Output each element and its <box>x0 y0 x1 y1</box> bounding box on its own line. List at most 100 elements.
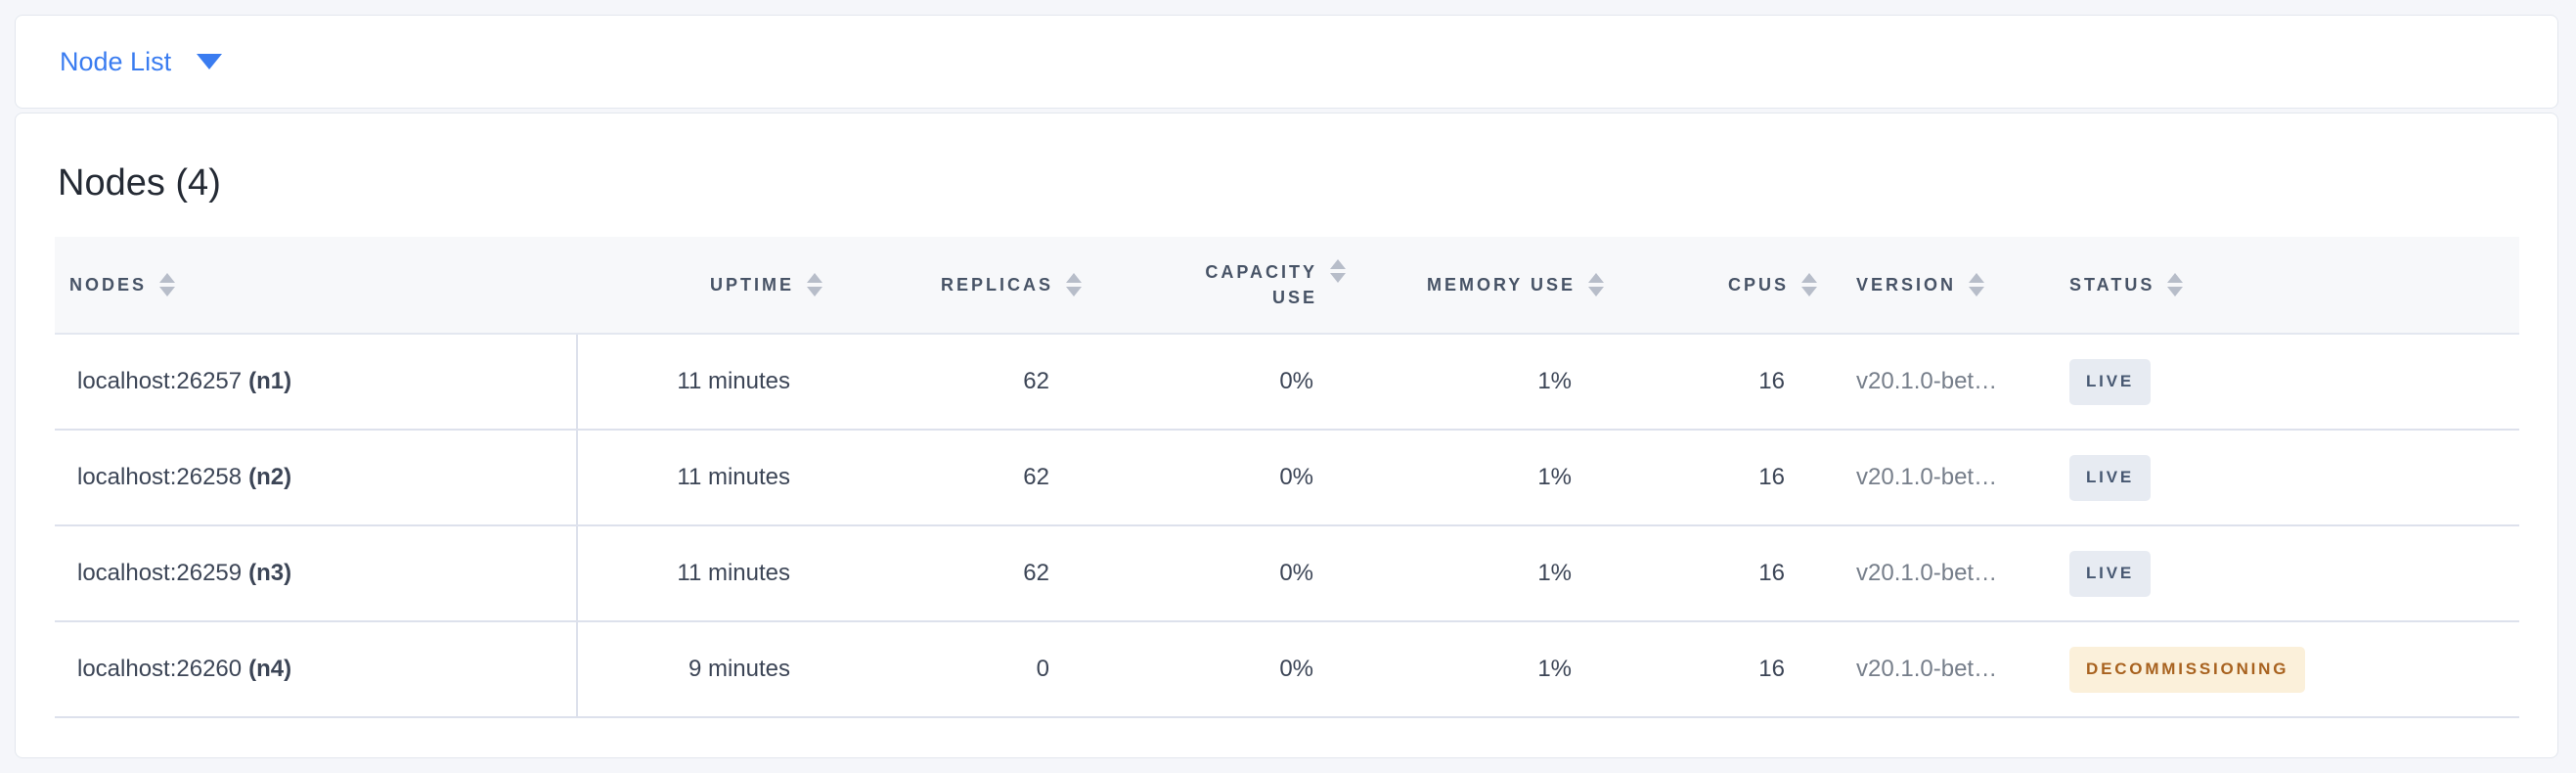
status-badge: LIVE <box>2069 358 2151 405</box>
cell-value: 0% <box>1279 464 1313 490</box>
node-id: (n2) <box>248 464 292 490</box>
sort-icon <box>1588 273 1604 296</box>
sort-icon <box>1969 273 1985 296</box>
cell-nodes: localhost:26259 (n3) <box>55 526 578 620</box>
cell-uptime: 11 minutes <box>578 335 827 429</box>
cell-capacity_use: 0% <box>1087 622 1351 716</box>
column-header-nodes[interactable]: NODES <box>55 237 578 333</box>
cell-value: 16 <box>1758 464 1785 490</box>
cell-value: 0% <box>1279 368 1313 394</box>
node-id: (n3) <box>248 560 292 586</box>
cell-version: v20.1.0-bet… <box>1822 431 2054 524</box>
column-label-uptime: UPTIME <box>709 274 794 295</box>
cell-value: 1% <box>1537 656 1572 682</box>
cell-uptime: 9 minutes <box>578 622 827 716</box>
cell-nodes: localhost:26258 (n2) <box>55 431 578 524</box>
cell-status: DECOMMISSIONING <box>2054 622 2519 716</box>
cell-replicas: 62 <box>827 526 1087 620</box>
cell-value: 11 minutes <box>677 368 790 394</box>
nodes-card: Nodes (4) NODES UPTIME REPLICAS CAPACITY US… <box>15 113 2558 758</box>
column-header-version[interactable]: VERSION <box>1822 237 2054 333</box>
cell-replicas: 62 <box>827 431 1087 524</box>
table-header-row: NODES UPTIME REPLICAS CAPACITY USE MEMORY US… <box>55 237 2519 335</box>
cell-value: 62 <box>1023 560 1049 586</box>
cell-nodes: localhost:26260 (n4) <box>55 622 578 716</box>
cell-value: 0% <box>1279 560 1313 586</box>
node-address: localhost:26258 <box>77 464 243 490</box>
cell-value: 16 <box>1758 368 1785 394</box>
cell-cpus: 16 <box>1609 526 1822 620</box>
node-id: (n4) <box>248 656 292 682</box>
sort-icon <box>1801 273 1817 296</box>
view-mode-dropdown[interactable]: Node List <box>60 46 223 77</box>
cell-capacity_use: 0% <box>1087 526 1351 620</box>
table-body: localhost:26257 (n1) 11 minutes 62 0% 1% 16 v20… <box>55 335 2519 718</box>
node-row[interactable]: localhost:26257 (n1) 11 minutes 62 0% 1% 16 v20… <box>55 335 2519 431</box>
cell-cpus: 16 <box>1609 335 1822 429</box>
cell-value: v20.1.0-bet… <box>1856 560 1998 586</box>
column-header-uptime[interactable]: UPTIME <box>578 237 827 333</box>
view-mode-label: Node List <box>60 46 172 76</box>
column-header-status[interactable]: STATUS <box>2054 237 2519 333</box>
cell-value: 62 <box>1023 464 1049 490</box>
cell-memory_use: 1% <box>1351 335 1609 429</box>
node-id: (n1) <box>248 368 292 394</box>
cell-replicas: 62 <box>827 335 1087 429</box>
status-badge: LIVE <box>2069 550 2151 597</box>
column-label-replicas: REPLICAS <box>940 274 1053 295</box>
cell-cpus: 16 <box>1609 431 1822 524</box>
column-label-memory_use: MEMORY USE <box>1426 274 1576 295</box>
cell-value: 0% <box>1279 656 1313 682</box>
cell-value: 11 minutes <box>677 464 790 490</box>
page: Node List Nodes (4) NODES UPTIME REPLICAS C… <box>0 15 2576 758</box>
column-header-cpus[interactable]: CPUS <box>1609 237 1822 333</box>
column-header-memory_use[interactable]: MEMORY USE <box>1351 237 1609 333</box>
node-row[interactable]: localhost:26259 (n3) 11 minutes 62 0% 1% 16 v20… <box>55 526 2519 622</box>
nodes-table: NODES UPTIME REPLICAS CAPACITY USE MEMORY US… <box>55 237 2519 718</box>
cell-version: v20.1.0-bet… <box>1822 622 2054 716</box>
status-badge: DECOMMISSIONING <box>2069 646 2306 693</box>
node-row[interactable]: localhost:26260 (n4) 9 minutes 0 0% 1% 16 v20.1… <box>55 622 2519 718</box>
node-address: localhost:26259 <box>77 560 243 586</box>
cell-value: v20.1.0-bet… <box>1856 464 1998 490</box>
column-label-cpus: CPUS <box>1727 274 1789 295</box>
cell-replicas: 0 <box>827 622 1087 716</box>
cell-value: 1% <box>1537 560 1572 586</box>
cell-status: LIVE <box>2054 526 2519 620</box>
cell-value: 1% <box>1537 368 1572 394</box>
cell-value: 1% <box>1537 464 1572 490</box>
cell-value: v20.1.0-bet… <box>1856 656 1998 682</box>
cell-value: v20.1.0-bet… <box>1856 368 1998 394</box>
status-badge: LIVE <box>2069 454 2151 501</box>
cell-capacity_use: 0% <box>1087 431 1351 524</box>
column-label-version: VERSION <box>1856 274 1957 295</box>
sort-icon <box>2167 273 2184 296</box>
cell-value: 11 minutes <box>677 560 790 586</box>
cell-memory_use: 1% <box>1351 622 1609 716</box>
sort-icon <box>159 273 176 296</box>
nodes-count-title: Nodes (4) <box>58 162 221 204</box>
cell-capacity_use: 0% <box>1087 335 1351 429</box>
column-label-nodes: NODES <box>69 274 148 295</box>
cell-memory_use: 1% <box>1351 431 1609 524</box>
node-row[interactable]: localhost:26258 (n2) 11 minutes 62 0% 1% 16 v20… <box>55 431 2519 526</box>
column-label-status: STATUS <box>2069 274 2155 295</box>
node-address: localhost:26257 <box>77 368 243 394</box>
cell-version: v20.1.0-bet… <box>1822 526 2054 620</box>
cell-memory_use: 1% <box>1351 526 1609 620</box>
chevron-down-icon <box>197 54 223 69</box>
view-selector-card: Node List <box>15 15 2558 109</box>
cell-cpus: 16 <box>1609 622 1822 716</box>
cell-value: 16 <box>1758 560 1785 586</box>
column-label-capacity_use: CAPACITY USE <box>1205 262 1317 307</box>
cell-uptime: 11 minutes <box>578 526 827 620</box>
column-header-replicas[interactable]: REPLICAS <box>827 237 1087 333</box>
sort-icon <box>807 273 822 296</box>
cell-version: v20.1.0-bet… <box>1822 335 2054 429</box>
cell-value: 16 <box>1758 656 1785 682</box>
cell-uptime: 11 minutes <box>578 431 827 524</box>
sort-icon <box>1330 259 1346 283</box>
sort-icon <box>1066 273 1082 296</box>
column-header-capacity_use[interactable]: CAPACITY USE <box>1087 237 1351 333</box>
cell-status: LIVE <box>2054 335 2519 429</box>
